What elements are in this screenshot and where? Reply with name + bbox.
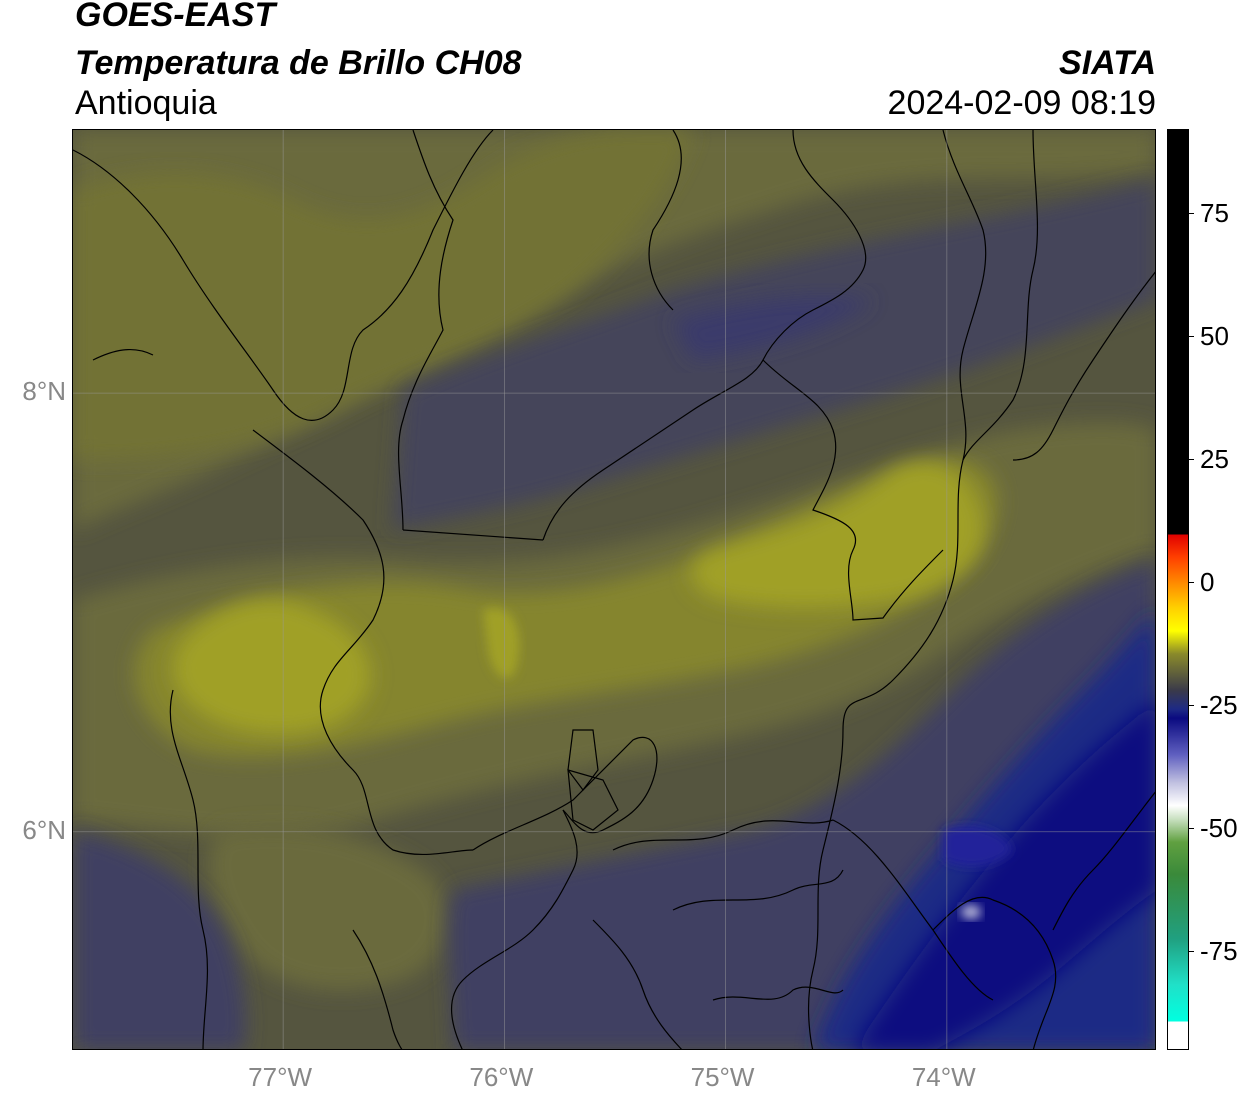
boundaries: [73, 130, 1155, 1049]
lon-tick-label: 77°W: [248, 1062, 313, 1092]
field-cold-spot-bright: [961, 905, 981, 919]
colorbar-tick: [1188, 335, 1194, 337]
datetime-label: 2024-02-09 08:19: [887, 84, 1156, 122]
colorbar-tick-label: 50: [1200, 320, 1229, 351]
colorbar-tick: [1188, 458, 1194, 460]
agency-label: SIATA: [1059, 44, 1156, 82]
colorbar-tick: [1188, 582, 1194, 584]
field-southwest-olive: [208, 826, 448, 990]
lat-tick-label: 8°N: [22, 376, 66, 407]
field-northwest-olive: [73, 130, 693, 460]
colorbar-tick-label: 75: [1200, 197, 1229, 228]
colorbar-tick-label: 0: [1200, 567, 1215, 598]
lon-tick-label: 75°W: [690, 1062, 755, 1092]
colorbar-tick-label: -75: [1200, 936, 1238, 967]
title: GOES-EAST: [75, 0, 276, 34]
field-north-trough-core: [673, 296, 873, 360]
field-north-trough: [393, 180, 1155, 530]
field-center-yellow-core: [483, 608, 520, 679]
gridlines: [73, 130, 1155, 1049]
colorbar-tick: [1188, 705, 1194, 707]
field-east-yellow-core: [691, 462, 984, 608]
lon-tick-label: 76°W: [469, 1062, 534, 1092]
colorbar-tick: [1188, 951, 1194, 953]
colorbar-tick-label: -25: [1200, 690, 1238, 721]
colorbar-tick-label: -50: [1200, 813, 1238, 844]
lon-tick-label: 74°W: [911, 1062, 976, 1092]
subtitle: Temperatura de Brillo CH08: [75, 44, 522, 82]
field-southwest-gray: [73, 830, 246, 1049]
brightness-temperature-field: [73, 130, 1155, 1049]
colorbar: [1167, 129, 1189, 1050]
lat-tick-label: 6°N: [22, 814, 66, 845]
field-southeast-deep-navy: [854, 701, 1155, 1049]
colorbar-tick: [1188, 212, 1194, 214]
colorbar-tick: [1188, 828, 1194, 830]
map-panel: [72, 129, 1156, 1050]
colorbar-tick-label: 25: [1200, 443, 1229, 474]
field-cold-spot: [943, 826, 1013, 867]
region-label: Antioquia: [75, 84, 217, 122]
